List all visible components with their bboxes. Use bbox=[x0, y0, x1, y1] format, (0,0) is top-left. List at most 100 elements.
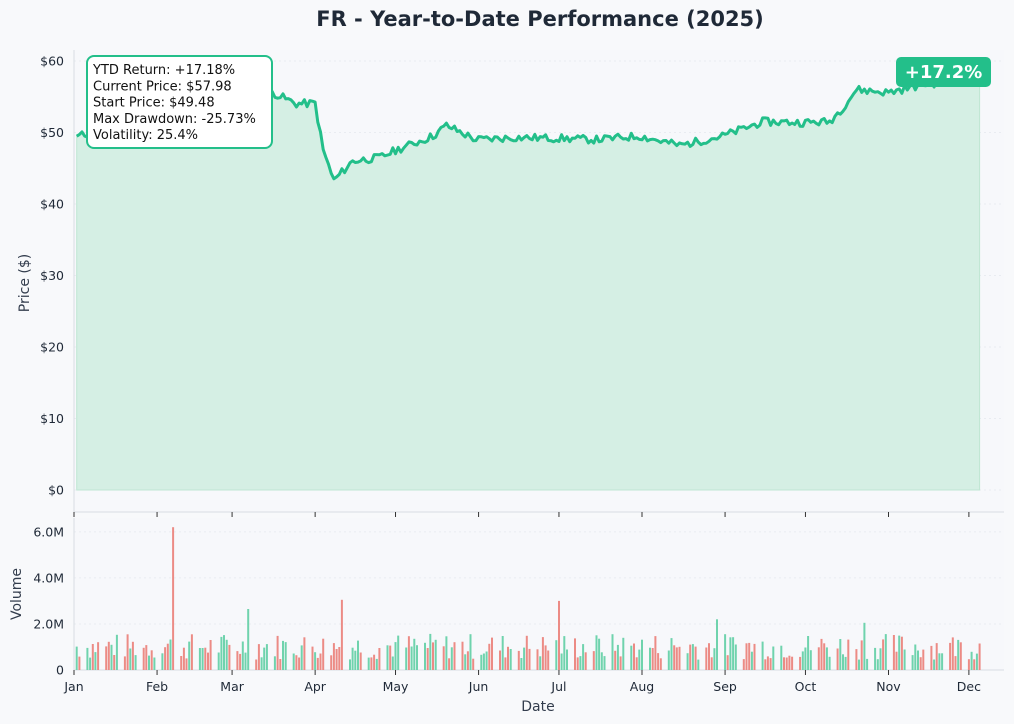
volume-bar bbox=[391, 656, 394, 670]
price-y-tick-label: $20 bbox=[40, 340, 64, 355]
volume-bar bbox=[426, 648, 429, 670]
volume-bar bbox=[941, 653, 944, 670]
volume-bar bbox=[397, 635, 400, 670]
volume-bar bbox=[472, 658, 475, 670]
volume-bar bbox=[844, 656, 847, 670]
volume-bar bbox=[509, 649, 512, 670]
volume-bar bbox=[935, 643, 938, 670]
volume-bar bbox=[131, 641, 134, 670]
volume-bar bbox=[649, 647, 651, 670]
volume-bar bbox=[598, 638, 601, 670]
volume-bar bbox=[823, 643, 826, 670]
volume-bar bbox=[619, 656, 622, 670]
volume-bar bbox=[255, 659, 258, 670]
volume-bar bbox=[466, 651, 469, 670]
volume-bar bbox=[94, 652, 97, 670]
volume-bar bbox=[716, 619, 718, 670]
volume-bar bbox=[560, 653, 563, 670]
volume-bar bbox=[860, 640, 863, 670]
volume-bar bbox=[750, 651, 753, 670]
volume-bar bbox=[828, 656, 831, 670]
volume-bar bbox=[673, 645, 676, 670]
volume-bar bbox=[766, 656, 769, 670]
volume-bar bbox=[295, 655, 298, 670]
volume-bar bbox=[523, 647, 526, 670]
volume-bar bbox=[616, 644, 619, 670]
volume-bar bbox=[228, 644, 231, 670]
volume-bar bbox=[726, 655, 729, 670]
volume-bar bbox=[732, 637, 735, 670]
price-y-tick-label: $30 bbox=[40, 268, 64, 283]
volume-bar bbox=[547, 650, 550, 670]
volume-bar bbox=[975, 653, 978, 670]
x-tick-label: Oct bbox=[795, 679, 817, 694]
volume-bar bbox=[745, 643, 748, 670]
x-ticks: Jan Feb Mar Apr May Jun Jul Aug Sep Oct Nov Dec bbox=[63, 512, 981, 694]
volume-bar bbox=[172, 527, 175, 670]
volume-bar bbox=[633, 643, 635, 670]
volume-bar bbox=[836, 648, 839, 670]
price-y-tick-label: $10 bbox=[40, 411, 64, 426]
volume-bar bbox=[753, 643, 756, 670]
volume-bar bbox=[761, 641, 764, 670]
volume-bar bbox=[198, 648, 201, 670]
volume-bar bbox=[563, 636, 566, 670]
volume-bar bbox=[134, 655, 137, 670]
volume-bar bbox=[373, 654, 376, 670]
volume-bar bbox=[804, 647, 807, 670]
volume-bar bbox=[276, 635, 279, 670]
volume-bar bbox=[314, 652, 317, 670]
volume-bar bbox=[429, 633, 432, 670]
volume-bar bbox=[691, 644, 694, 670]
volume-bar bbox=[413, 638, 416, 670]
x-tick-label: Mar bbox=[220, 679, 244, 694]
volume-bar bbox=[724, 634, 727, 670]
volume-bar bbox=[938, 653, 941, 670]
volume-bar bbox=[764, 659, 767, 670]
volume-bar bbox=[182, 647, 185, 670]
volume-bar bbox=[978, 643, 981, 670]
volume-bar bbox=[450, 647, 453, 670]
volume-bar bbox=[584, 652, 587, 670]
volume-bar bbox=[225, 639, 228, 670]
volume-bar bbox=[485, 651, 488, 670]
volume-bar bbox=[592, 651, 595, 670]
volume-bar bbox=[284, 642, 287, 670]
x-tick-label: May bbox=[383, 679, 409, 694]
volume-bar bbox=[866, 658, 869, 670]
volume-bar bbox=[600, 652, 603, 670]
chart-title: FR - Year-to-Date Performance (2025) bbox=[316, 7, 764, 31]
volume-bar bbox=[911, 655, 914, 670]
x-tick-label: Jan bbox=[63, 679, 83, 694]
volume-bars bbox=[75, 527, 981, 670]
volume-bar bbox=[686, 653, 689, 670]
volume-bar bbox=[239, 653, 242, 670]
volume-bar bbox=[330, 655, 333, 670]
volume-bar bbox=[855, 649, 858, 670]
return-badge-text: +17.2% bbox=[905, 62, 983, 83]
volume-bar bbox=[150, 650, 153, 670]
volume-bar bbox=[705, 647, 708, 670]
volume-bar bbox=[263, 647, 266, 670]
volume-bar bbox=[236, 651, 239, 670]
x-tick-label: Feb bbox=[146, 679, 168, 694]
volume-bar bbox=[922, 649, 925, 670]
volume-bar bbox=[260, 657, 263, 670]
volume-bar bbox=[930, 645, 933, 670]
volume-bar bbox=[153, 657, 156, 670]
volume-bar bbox=[351, 647, 354, 670]
volume-bar bbox=[300, 645, 303, 670]
volume-bar bbox=[973, 659, 976, 670]
volume-bar bbox=[201, 648, 204, 670]
volume-bar bbox=[675, 647, 678, 670]
volume-bar bbox=[839, 639, 842, 670]
volume-bar bbox=[807, 636, 810, 670]
volume-bar bbox=[78, 656, 81, 670]
volume-bar bbox=[544, 645, 547, 670]
volume-bar bbox=[340, 599, 343, 670]
volume-bar bbox=[641, 639, 643, 670]
volume-bar bbox=[970, 651, 973, 670]
volume-bar bbox=[638, 649, 641, 670]
volume-bar bbox=[207, 652, 209, 670]
volume-bar bbox=[375, 658, 378, 670]
